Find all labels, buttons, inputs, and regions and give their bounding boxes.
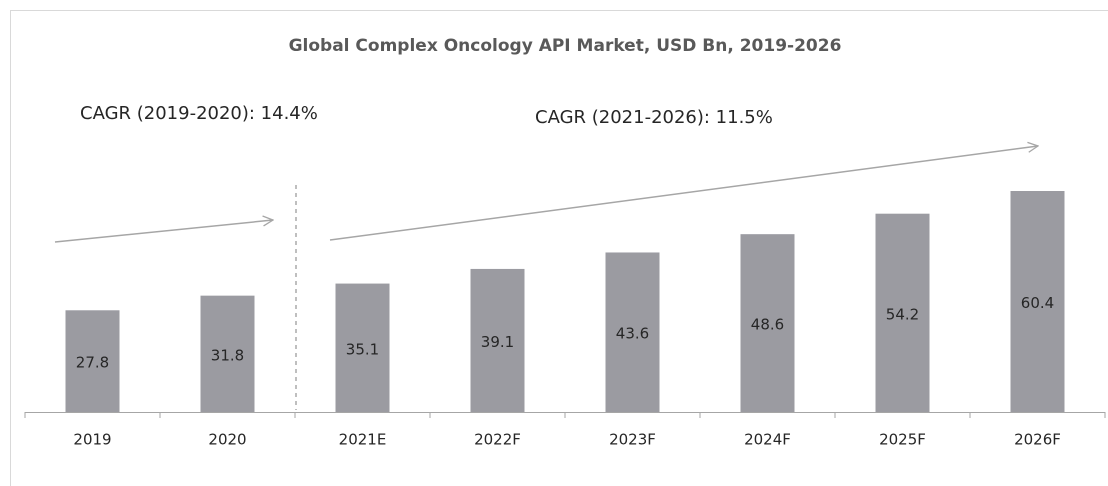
x-tick-label: 2023F — [609, 431, 656, 449]
value-label: 48.6 — [751, 316, 784, 334]
bar — [335, 283, 390, 412]
value-label: 39.1 — [481, 333, 514, 351]
bar — [1010, 191, 1065, 412]
bar — [200, 295, 255, 412]
bar — [470, 268, 525, 412]
bar — [65, 310, 120, 412]
bar — [605, 252, 660, 412]
chart-title: Global Complex Oncology API Market, USD … — [289, 36, 842, 56]
bar — [740, 234, 795, 412]
value-label: 35.1 — [346, 340, 379, 358]
value-label: 54.2 — [886, 305, 919, 323]
x-tick-label: 2020 — [208, 431, 246, 449]
value-label: 31.8 — [211, 346, 244, 364]
x-tick-label: 2025F — [879, 431, 926, 449]
x-tick-label: 2024F — [744, 431, 791, 449]
x-tick-label: 2021E — [339, 431, 387, 449]
x-tick-label: 2026F — [1014, 431, 1061, 449]
value-label: 27.8 — [76, 354, 109, 372]
annotation: CAGR (2019-2020): 14.4% — [80, 103, 318, 124]
annotation: CAGR (2021-2026): 11.5% — [535, 107, 773, 128]
value-label: 60.4 — [1021, 294, 1054, 312]
trend-arrow — [54, 220, 273, 243]
trend-arrow — [329, 146, 1038, 241]
chart-frame — [10, 10, 1108, 486]
x-tick-label: 2019 — [73, 431, 111, 449]
bar — [875, 213, 930, 412]
value-label: 43.6 — [616, 325, 649, 343]
x-tick-label: 2022F — [474, 431, 521, 449]
